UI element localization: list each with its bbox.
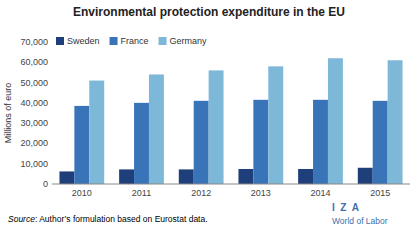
legend-label: France: [121, 36, 149, 46]
bar: [74, 106, 89, 184]
legend-label: Germany: [170, 36, 208, 46]
y-axis-label: Millions of euro: [3, 83, 13, 144]
bar: [209, 70, 224, 184]
brand-subtitle: World of Labor: [332, 216, 388, 226]
legend-swatch: [110, 37, 118, 45]
bar: [179, 169, 194, 184]
annotations: Source: Author’s formulation based on Eu…: [8, 202, 388, 226]
y-tick-label: 10,000: [20, 159, 48, 169]
y-tick-label: 0: [43, 179, 48, 189]
x-tick-label: 2013: [251, 188, 271, 198]
y-tick-label: 30,000: [20, 118, 48, 128]
bar: [238, 169, 253, 184]
brand: I Z A: [332, 202, 359, 213]
bar: [313, 100, 328, 184]
x-tick-label: 2012: [191, 188, 211, 198]
bar: [388, 60, 403, 184]
legend: Sweden France Germany: [56, 36, 207, 46]
y-tick-label: 20,000: [20, 138, 48, 148]
bar: [134, 103, 149, 184]
bar: [59, 171, 74, 184]
source-text: : Author’s formulation based on Eurostat…: [35, 214, 208, 224]
y-tick-label: 70,000: [20, 37, 48, 47]
bar: [89, 81, 104, 184]
legend-label: Sweden: [67, 36, 100, 46]
y-axis: 0 10,000 20,000 30,000 40,000 50,000 60,000 70,…: [20, 37, 48, 189]
bar: [149, 74, 164, 184]
legend-swatch: [159, 37, 167, 45]
bar: [268, 66, 283, 184]
x-axis: 2010 2011 2012 2013 2014 2015: [52, 184, 410, 198]
x-tick-label: 2014: [310, 188, 330, 198]
bar: [119, 169, 134, 184]
bar: [328, 58, 343, 184]
x-axis-line: [52, 184, 410, 185]
bar: [358, 168, 373, 184]
y-tick-label: 60,000: [20, 57, 48, 67]
bars: [59, 58, 402, 184]
bar: [253, 100, 268, 184]
bar: [373, 101, 388, 184]
legend-swatch: [56, 37, 64, 45]
x-tick-label: 2011: [132, 188, 151, 198]
y-tick-label: 50,000: [20, 78, 48, 88]
y-tick-label: 40,000: [20, 98, 48, 108]
title: Environmental protection expenditure in …: [73, 5, 345, 19]
source-label: Source: [8, 214, 35, 224]
x-tick-label: 2015: [370, 188, 390, 198]
x-tick-label: 2010: [72, 188, 92, 198]
bar: [194, 101, 209, 184]
bar: [298, 169, 313, 184]
chart: Environmental protection expenditure in …: [0, 0, 418, 231]
